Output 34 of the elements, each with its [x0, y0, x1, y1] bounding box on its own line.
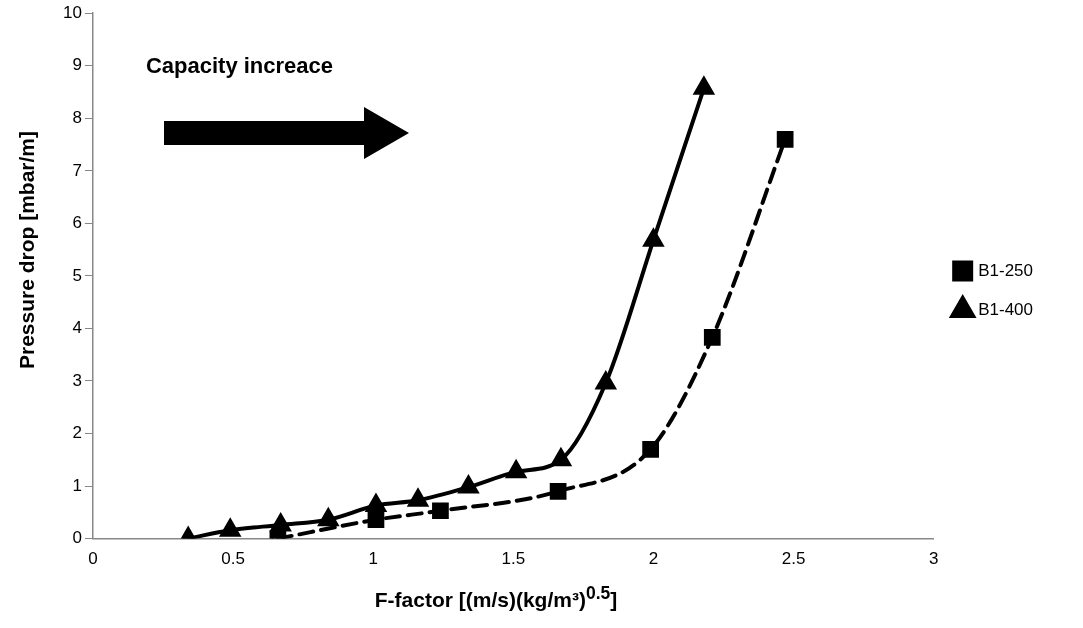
point [643, 229, 664, 247]
x-tick-label: 3 [928, 549, 939, 569]
y-tick-label: 6 [72, 213, 82, 233]
legend-label: B1-250 [978, 260, 1034, 280]
y-axis-title: Pressure drop [mbar/m] [15, 130, 39, 370]
point [551, 446, 573, 467]
x-axis-title: F-factor [(m/s)(kg/m³)$^{0.5}$] [373, 583, 619, 612]
point [776, 130, 794, 148]
point [595, 372, 616, 390]
x-tick-label: 2.5 [781, 549, 806, 569]
y-tick-label: 0 [72, 528, 82, 548]
point [694, 77, 714, 95]
point [408, 489, 428, 507]
legend-label: B1-400 [978, 299, 1034, 319]
y-tick-label: 8 [72, 107, 82, 127]
y-tick-label: 7 [72, 160, 82, 180]
y-tick-label: 1 [72, 475, 82, 495]
x-tick-label: 0 [88, 549, 98, 569]
x-tick-label: 1.5 [501, 549, 526, 569]
point [317, 506, 340, 527]
x-tick-label: 2 [648, 549, 659, 569]
y-tick-label: 10 [62, 2, 82, 22]
y-tick-label: 2 [72, 423, 82, 443]
point [270, 513, 291, 532]
x-tick-label: 0.5 [221, 549, 245, 569]
point [458, 476, 479, 494]
y-tick-label: 4 [72, 318, 82, 338]
annotation: Capacity increace [145, 53, 334, 79]
y-tick-label: 9 [72, 55, 82, 75]
y-tick-label: 3 [72, 370, 82, 390]
y-tick-label: 5 [72, 265, 82, 285]
point [220, 519, 241, 537]
point [366, 494, 386, 512]
x-tick-label: 1 [368, 549, 378, 569]
